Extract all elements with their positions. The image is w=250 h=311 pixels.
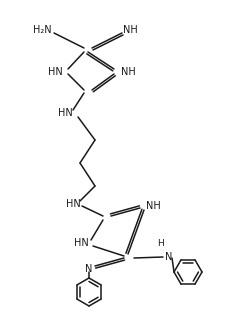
Text: HN: HN <box>58 108 72 118</box>
Text: H: H <box>156 239 164 248</box>
Text: HN: HN <box>74 238 88 248</box>
Text: NH: NH <box>146 201 160 211</box>
Text: H₂N: H₂N <box>33 25 51 35</box>
Text: N: N <box>85 264 93 274</box>
Text: N: N <box>165 252 173 262</box>
Text: HN: HN <box>66 199 80 209</box>
Text: NH: NH <box>120 67 136 77</box>
Text: NH: NH <box>122 25 138 35</box>
Text: HN: HN <box>48 67 62 77</box>
